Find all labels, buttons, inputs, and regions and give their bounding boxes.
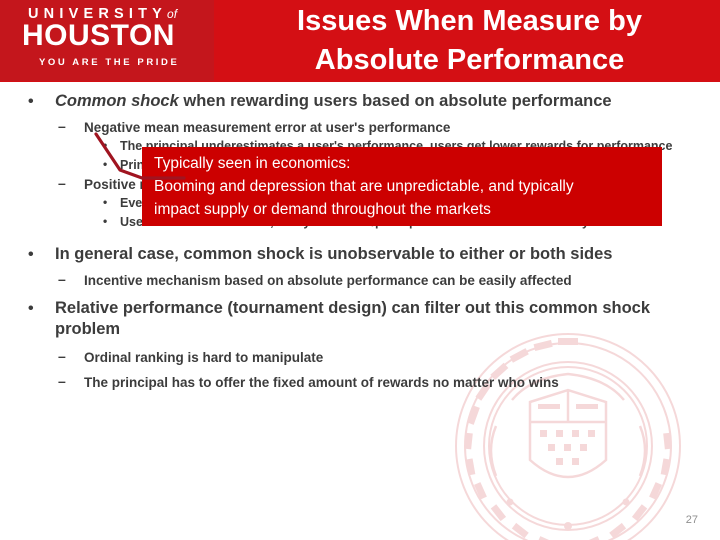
bullet-common-shock: • Common shock when rewarding users base… [0,91,720,112]
logo-houston-text: HOUSTON [22,19,175,52]
bullet-marker-icon: • [103,157,108,171]
logo-university-word: UNIVERSITY [28,6,168,22]
dash-marker-icon: – [58,373,66,389]
bullet-marker-icon: • [28,246,34,263]
bullet-marker-icon: • [103,195,108,209]
bullet-general-case: • In general case, common shock is unobs… [0,244,720,265]
slide-title-line2: Absolute Performance [314,44,625,76]
bullet-relative-performance-label: Relative performance (tournament design)… [55,299,651,338]
university-logo: UNIVERSITYof HOUSTON YOU ARE THE PRIDE [0,0,214,81]
dash-marker-icon: – [58,118,66,134]
dash-marker-icon: – [58,348,66,364]
logo-university-text: UNIVERSITYof [28,6,203,22]
bullet-marker-icon: • [103,138,108,152]
bullet-negative-mean-error-label: Negative mean measurement error at user'… [84,120,451,135]
bullet-marker-icon: • [103,214,108,228]
bullet-fixed-rewards-label: The principal has to offer the fixed amo… [84,375,559,390]
dash-marker-icon: – [58,271,66,287]
bullet-common-shock-emphasis: Common shock [55,92,179,110]
callout-line-3: impact supply or demand throughout the m… [154,201,491,218]
bullet-marker-icon: • [28,300,34,317]
bullet-fixed-rewards: – The principal has to offer the fixed a… [0,373,720,392]
bullet-ordinal-ranking: – Ordinal ranking is hard to manipulate [0,348,720,367]
page-number: 27 [685,514,698,526]
red-callout-box: Typically seen in economics: Booming and… [142,147,662,226]
bullet-marker-icon: • [28,93,34,110]
bullet-ordinal-ranking-label: Ordinal ranking is hard to manipulate [84,350,324,365]
bullet-negative-mean-error: – Negative mean measurement error at use… [0,118,720,137]
slide-title: Issues When Measure by Absolute Performa… [222,2,717,80]
logo-of-word: of [167,7,178,21]
bullet-general-case-label: In general case, common shock is unobser… [55,245,613,263]
callout-line-2: Booming and depression that are unpredic… [154,178,574,195]
bullet-common-shock-rest: when rewarding users based on absolute p… [178,92,612,110]
callout-line-1: Typically seen in economics: [154,155,351,172]
slide-title-line1: Issues When Measure by [297,5,642,37]
bullet-relative-performance: • Relative performance (tournament desig… [0,298,720,340]
dash-marker-icon: – [58,175,66,191]
logo-tagline-text: YOU ARE THE PRIDE [39,57,180,68]
bullet-incentive-mechanism: – Incentive mechanism based on absolute … [0,271,720,290]
bullet-incentive-mechanism-label: Incentive mechanism based on absolute pe… [84,273,572,288]
